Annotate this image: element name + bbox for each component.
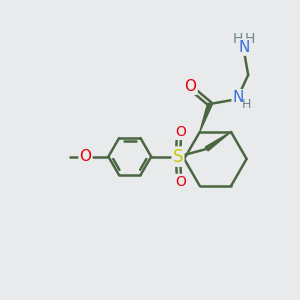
Polygon shape (205, 132, 231, 151)
Text: N: N (233, 90, 244, 105)
Text: H: H (242, 98, 251, 111)
Text: H: H (245, 32, 255, 46)
Text: H: H (233, 32, 243, 46)
Text: O: O (175, 175, 186, 189)
Text: S: S (173, 148, 183, 166)
Polygon shape (200, 103, 212, 132)
Text: O: O (184, 79, 196, 94)
Text: N: N (238, 40, 250, 55)
Text: O: O (80, 149, 92, 164)
Text: O: O (175, 125, 186, 139)
